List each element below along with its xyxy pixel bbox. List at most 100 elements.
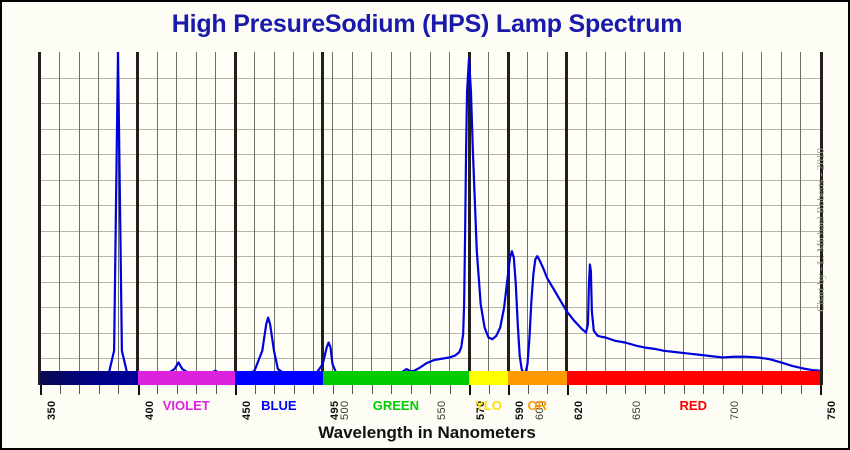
tick-mark [781,385,782,394]
tick-mark [118,385,119,394]
tick-mark [547,385,548,394]
tick-mark [625,385,626,394]
band-segment-green [322,371,469,385]
band-segment-uv-near-uv [40,371,138,385]
band-boundary-line [565,52,568,384]
tick-mark [800,385,802,394]
band-label-violet: VIOLET [162,398,210,413]
tick-mark [235,385,237,395]
gridline-vertical [429,52,431,384]
band-segment-violet [137,371,235,385]
gridline-vertical [390,52,392,384]
gridline-vertical [488,52,489,384]
gridline-vertical [215,52,216,384]
gridline-vertical [293,52,294,384]
tick-mark [703,385,704,394]
spectrum-curve [40,52,820,379]
tick-mark [683,385,685,394]
visible-spectrum-colorbar [40,371,820,385]
gridline-vertical [761,52,762,384]
gridline-vertical [254,52,255,384]
tick-mark [469,385,471,395]
tick-mark [293,385,295,394]
gridline-vertical [702,52,704,384]
gridline-vertical [644,52,645,384]
tick-mark [586,385,587,394]
x-axis-ticks [40,385,822,395]
gridline-vertical [585,52,587,384]
x-axis-label: Wavelength in Nanometers [318,423,536,442]
band-label-blue: BLUE [261,398,297,413]
tick-mark [313,385,314,394]
tick-mark [371,385,373,394]
band-label-green: GREEN [372,398,419,413]
page-title: High PresureSodium (HPS) Lamp Spectrum [171,10,683,38]
gridline-vertical [800,52,801,384]
gridline-vertical [624,52,626,384]
tick-mark [40,385,42,395]
band-boundary-line [136,52,139,384]
band-segment-ylo [469,371,508,385]
band-segment-or [508,371,567,385]
gridline-vertical [527,52,528,384]
tick-mark [430,385,431,394]
tick-mark [644,385,646,394]
gridline-vertical [117,52,119,384]
band-boundary-line [467,52,471,384]
tick-mark [332,385,334,394]
gridline-vertical [722,52,723,384]
gridline-vertical [156,52,158,384]
band-boundary-line [233,52,237,384]
gridline-vertical [273,52,275,384]
tick-mark [157,385,158,394]
band-label-orange: OR [527,398,548,413]
tick-mark [59,385,61,394]
gridline-vertical [176,52,177,384]
tick-mark [274,385,275,394]
gridline-vertical [780,52,782,384]
gridline-vertical [351,52,353,384]
gridline-vertical [59,52,60,384]
gridline-vertical [371,52,372,384]
gridline-vertical [449,52,450,384]
tick-mark [79,385,80,394]
tick-mark [742,385,743,394]
gridline-vertical [683,52,684,384]
plot-right-border [820,52,823,385]
tick-mark [449,385,451,394]
gridline-vertical [546,52,548,384]
tick-mark [391,385,392,394]
tick-mark [176,385,178,394]
band-label-yellow: YLO [475,398,502,413]
gridline-vertical [195,52,197,384]
tick-mark [527,385,529,394]
gridline-vertical [605,52,606,384]
plot-area [39,52,821,384]
tick-mark [664,385,665,394]
tick-mark [605,385,607,394]
tick-label-750: 750 [826,400,838,420]
band-label-red: RED [679,398,707,413]
gridline-vertical [78,52,80,384]
gridline-vertical [98,52,99,384]
gridline-vertical [663,52,665,384]
tick-mark [196,385,197,394]
tick-mark [761,385,763,394]
band-boundary-line [506,52,510,384]
tick-mark [820,385,822,395]
tick-mark [352,385,353,394]
tick-mark [254,385,256,394]
gridline-vertical [741,52,743,384]
tick-mark [508,385,510,395]
tick-mark [215,385,217,394]
tick-mark [488,385,490,394]
tick-mark [410,385,412,394]
gridline-vertical [312,52,314,384]
gridline-vertical [410,52,411,384]
tick-mark [566,385,569,395]
tick-mark [98,385,100,394]
band-segment-blue [235,371,323,385]
tick-label-500: 500 [338,400,351,420]
tick-label-650: 650 [631,400,643,420]
